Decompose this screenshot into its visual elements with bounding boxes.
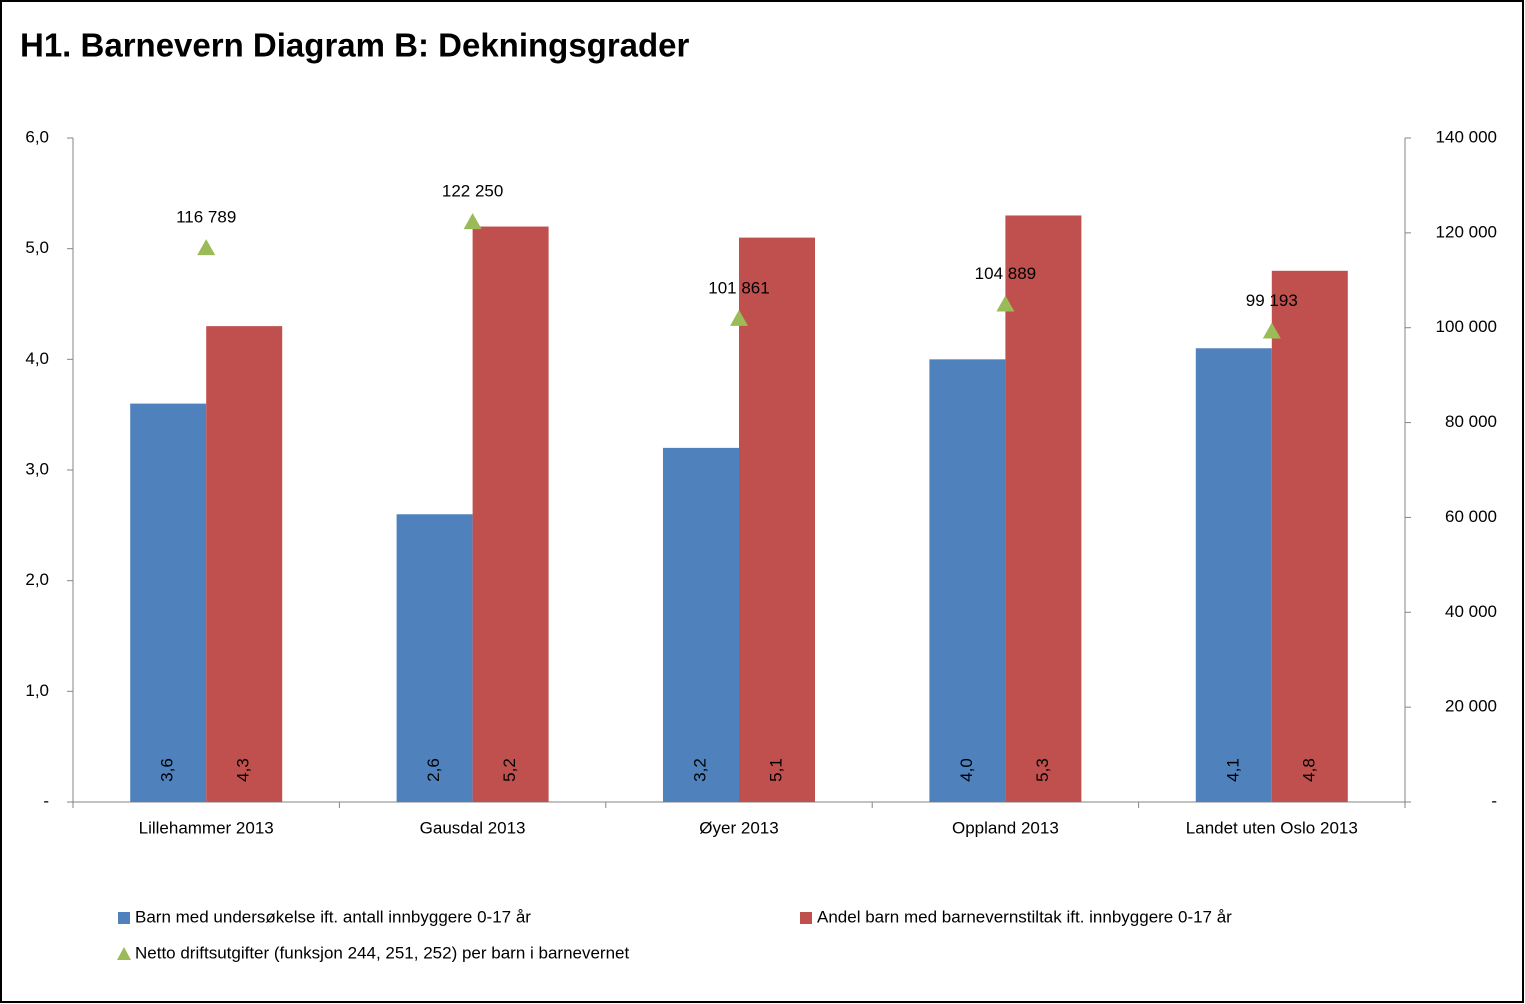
- legend-swatch: [800, 912, 812, 924]
- x-tick-label: Landet uten Oslo 2013: [1186, 818, 1358, 837]
- bar-value-label: 4,3: [234, 758, 253, 782]
- marker-value-label: 122 250: [442, 182, 503, 201]
- bar: [663, 447, 739, 802]
- bar: [130, 403, 207, 802]
- bar-value-label: 3,6: [158, 758, 177, 782]
- chart-title: H1. Barnevern Diagram B: Dekningsgrader: [20, 27, 690, 64]
- marker-value-label: 104 889: [975, 264, 1036, 283]
- bar-value-label: 5,2: [500, 758, 519, 782]
- bar-value-label: 2,6: [424, 758, 443, 782]
- y2-tick-label: 80 000: [1445, 412, 1497, 431]
- y2-tick-label: 100 000: [1436, 317, 1497, 336]
- y2-tick-label: 120 000: [1436, 222, 1497, 241]
- marker: [197, 239, 216, 256]
- legend-swatch: [117, 947, 131, 960]
- bar: [1005, 215, 1082, 802]
- y2-tick-label: 20 000: [1445, 697, 1497, 716]
- bar-value-label: 5,3: [1033, 758, 1052, 782]
- x-tick-label: Lillehammer 2013: [139, 818, 274, 837]
- legend-swatch: [118, 912, 130, 924]
- y-tick-label: 6,0: [25, 127, 49, 146]
- x-tick-label: Gausdal 2013: [420, 818, 526, 837]
- y-tick-label: 3,0: [25, 459, 49, 478]
- marker-value-label: 99 193: [1246, 291, 1298, 310]
- x-tick-label: Øyer 2013: [699, 818, 778, 837]
- y-tick-label: 1,0: [25, 681, 49, 700]
- y2-tick-label: 60 000: [1445, 507, 1497, 526]
- bar-value-label: 4,1: [1223, 758, 1242, 782]
- marker-value-label: 116 789: [176, 208, 236, 227]
- bar: [739, 237, 815, 803]
- y2-tick-label: 40 000: [1445, 602, 1497, 621]
- y-tick-label: 5,0: [25, 238, 49, 257]
- y2-tick-label: 140 000: [1436, 127, 1497, 146]
- y2-tick-label: -: [1491, 791, 1497, 810]
- marker: [730, 309, 748, 326]
- legend-label: Netto driftsutgifter (funksjon 244, 251,…: [135, 943, 630, 962]
- marker-value-label: 101 861: [708, 278, 769, 297]
- bar: [396, 514, 473, 802]
- bar: [1271, 270, 1348, 802]
- y-tick-label: 2,0: [25, 570, 49, 589]
- bar-value-label: 5,1: [766, 758, 785, 782]
- marker: [463, 213, 482, 230]
- marker: [1262, 322, 1281, 339]
- bar-value-label: 3,2: [690, 758, 709, 782]
- x-tick-label: Oppland 2013: [952, 818, 1059, 837]
- bar: [1195, 348, 1272, 802]
- bar-value-label: 4,8: [1299, 758, 1318, 782]
- bar: [929, 359, 1006, 802]
- marker: [996, 295, 1015, 312]
- legend-label: Andel barn med barnevernstiltak ift. inn…: [817, 907, 1232, 926]
- bar-value-label: 4,0: [957, 758, 976, 782]
- legend-label: Barn med undersøkelse ift. antall innbyg…: [135, 907, 531, 926]
- y-tick-label: -: [43, 791, 49, 810]
- bar: [472, 226, 549, 803]
- bar: [206, 326, 283, 802]
- y-tick-label: 4,0: [25, 349, 49, 368]
